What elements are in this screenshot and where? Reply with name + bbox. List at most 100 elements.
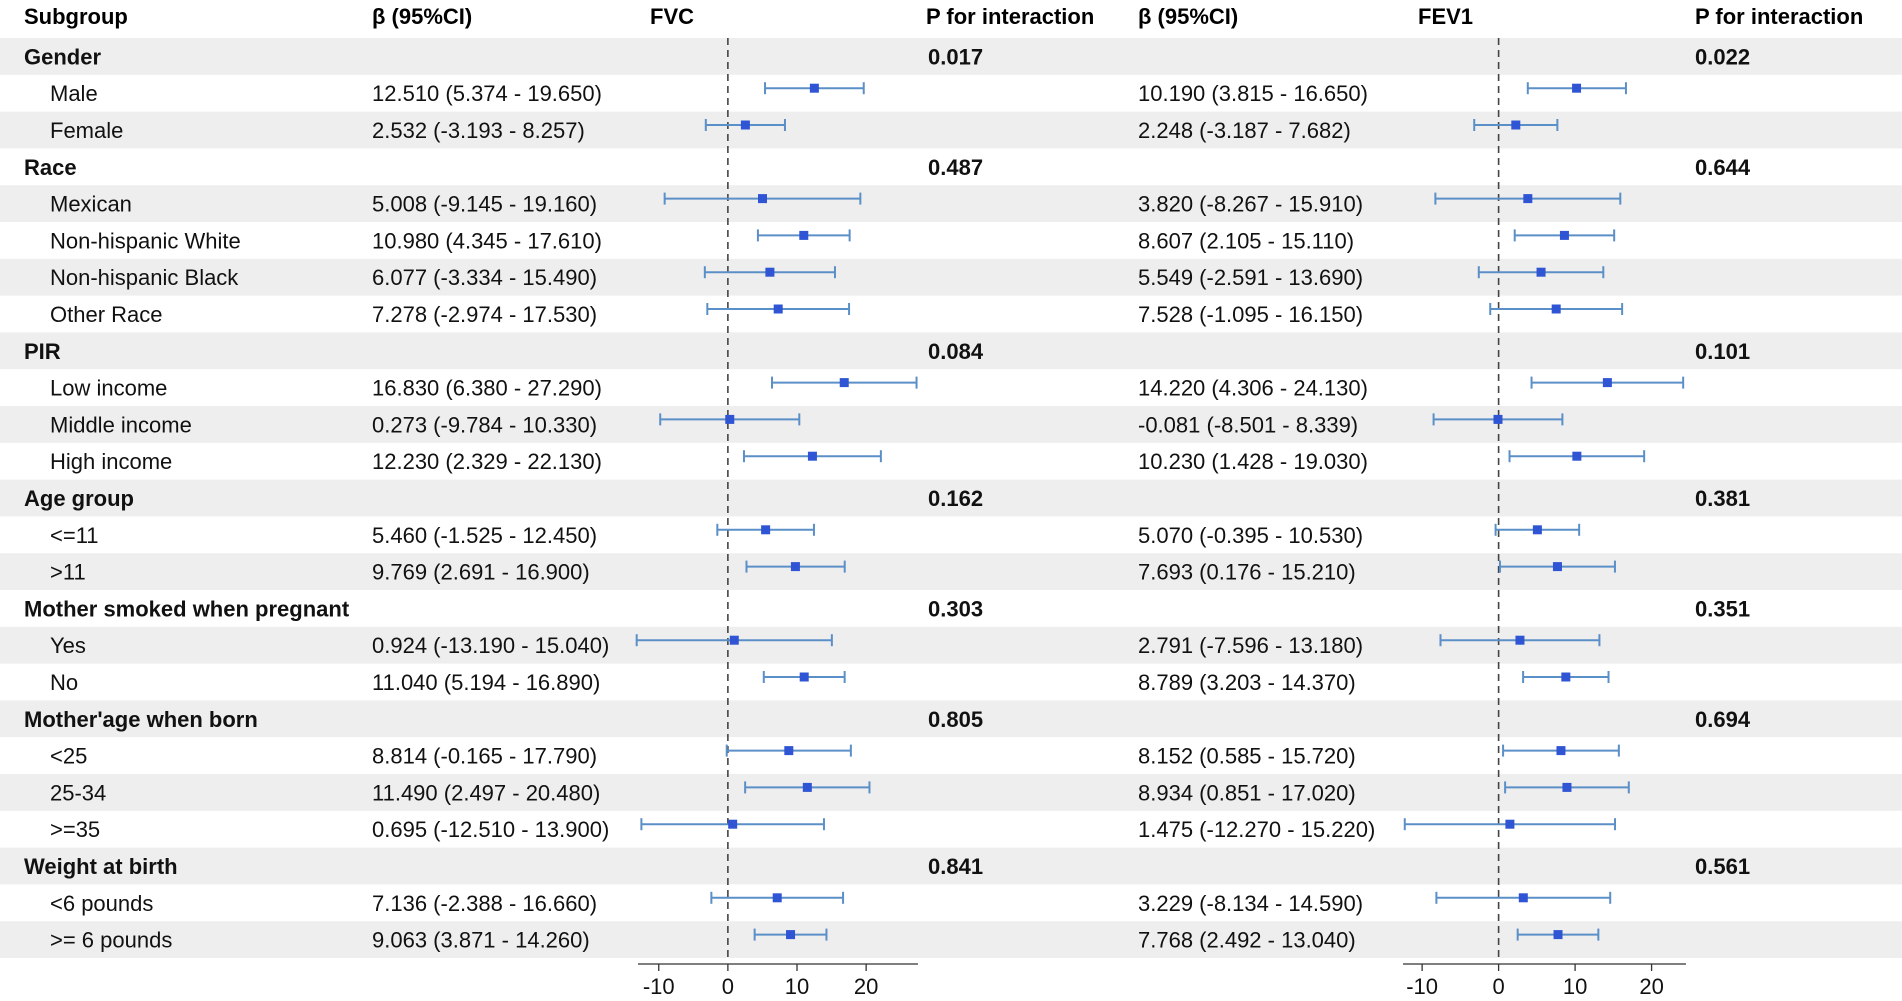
point-estimate bbox=[1572, 451, 1582, 461]
point-estimate bbox=[784, 746, 794, 756]
point-estimate bbox=[761, 525, 771, 535]
beta-ci-fev1: 7.768 (2.492 - 13.040) bbox=[1138, 928, 1356, 953]
point-estimate bbox=[773, 304, 783, 314]
beta-ci-fvc: 10.980 (4.345 - 17.610) bbox=[372, 228, 602, 253]
point-estimate bbox=[799, 672, 809, 682]
x-tick-label: 0 bbox=[722, 974, 734, 999]
beta-ci-fev1: 10.230 (1.428 - 19.030) bbox=[1138, 449, 1368, 474]
p-interaction-fev1: 0.381 bbox=[1695, 486, 1750, 511]
beta-ci-fev1: 8.152 (0.585 - 15.720) bbox=[1138, 744, 1356, 769]
row-stripe bbox=[0, 111, 1902, 149]
beta-ci-fev1: 5.549 (-2.591 - 13.690) bbox=[1138, 265, 1363, 290]
point-estimate bbox=[1536, 267, 1546, 277]
header-fev1: FEV1 bbox=[1418, 4, 1473, 29]
point-estimate bbox=[1511, 120, 1521, 130]
group-label: Gender bbox=[24, 44, 101, 69]
beta-ci-fev1: 3.229 (-8.134 - 14.590) bbox=[1138, 891, 1363, 916]
point-estimate bbox=[740, 120, 750, 130]
p-interaction-fev1: 0.561 bbox=[1695, 854, 1750, 879]
beta-ci-fev1: 8.607 (2.105 - 15.110) bbox=[1138, 228, 1354, 253]
beta-ci-fvc: 0.924 (-13.190 - 15.040) bbox=[372, 633, 609, 658]
beta-ci-fev1: 2.791 (-7.596 - 13.180) bbox=[1138, 633, 1363, 658]
point-estimate bbox=[1556, 746, 1566, 756]
point-estimate bbox=[1572, 83, 1582, 93]
p-interaction-fvc: 0.162 bbox=[928, 486, 983, 511]
row-stripe bbox=[0, 258, 1902, 296]
beta-ci-fvc: 12.230 (2.329 - 22.130) bbox=[372, 449, 602, 474]
subgroup-label: Non-hispanic White bbox=[50, 228, 241, 253]
x-tick-label: 20 bbox=[854, 974, 878, 999]
beta-ci-fev1: -0.081 (-8.501 - 8.339) bbox=[1138, 412, 1358, 437]
x-tick-label: 10 bbox=[1563, 974, 1587, 999]
beta-ci-fev1: 3.820 (-8.267 - 15.910) bbox=[1138, 192, 1363, 217]
p-interaction-fvc: 0.303 bbox=[928, 596, 983, 621]
subgroup-label: >= 6 pounds bbox=[50, 928, 172, 953]
header-row: Subgroup β (95%CI) FVC P for interaction… bbox=[24, 4, 1863, 29]
point-estimate bbox=[1493, 414, 1503, 424]
header-p-fvc: P for interaction bbox=[926, 4, 1094, 29]
header-subgroup: Subgroup bbox=[24, 4, 128, 29]
beta-ci-fvc: 5.460 (-1.525 - 12.450) bbox=[372, 523, 597, 548]
beta-ci-fvc: 6.077 (-3.334 - 15.490) bbox=[372, 265, 597, 290]
beta-ci-fev1: 8.789 (3.203 - 14.370) bbox=[1138, 670, 1356, 695]
subgroup-label: Non-hispanic Black bbox=[50, 265, 239, 290]
point-estimate bbox=[799, 230, 809, 240]
beta-ci-fev1: 1.475 (-12.270 - 15.220) bbox=[1138, 817, 1375, 842]
point-estimate bbox=[1551, 304, 1561, 314]
row-stripe bbox=[0, 921, 1902, 958]
p-interaction-fev1: 0.101 bbox=[1695, 339, 1750, 364]
point-estimate bbox=[839, 378, 849, 388]
point-estimate bbox=[1532, 525, 1542, 535]
row-stripe bbox=[0, 479, 1902, 517]
point-estimate bbox=[1523, 194, 1533, 204]
p-interaction-fev1: 0.644 bbox=[1695, 155, 1751, 180]
point-estimate bbox=[725, 414, 735, 424]
group-label: Mother smoked when pregnant bbox=[24, 596, 350, 621]
beta-ci-fvc: 0.273 (-9.784 - 10.330) bbox=[372, 412, 597, 437]
group-label: PIR bbox=[24, 339, 61, 364]
x-tick-label: -10 bbox=[1406, 974, 1438, 999]
row-stripe bbox=[0, 185, 1902, 222]
beta-ci-fvc: 11.040 (5.194 - 16.890) bbox=[372, 670, 600, 695]
plot-panels: -10 0 10 20 -10 0 10 20 bbox=[635, 38, 1686, 999]
point-estimate bbox=[786, 930, 796, 940]
row-stripe bbox=[0, 700, 1902, 738]
row-stripe bbox=[0, 406, 1902, 443]
point-estimate bbox=[728, 819, 738, 829]
x-tick-label: 20 bbox=[1639, 974, 1663, 999]
point-estimate bbox=[807, 451, 817, 461]
row-stripe bbox=[0, 626, 1902, 664]
subgroup-label: Female bbox=[50, 118, 123, 143]
point-estimate bbox=[729, 635, 739, 645]
beta-ci-fvc: 11.490 (2.497 - 20.480) bbox=[372, 780, 600, 805]
subgroup-label: >11 bbox=[50, 560, 86, 585]
point-estimate bbox=[802, 782, 812, 792]
point-estimate bbox=[1518, 893, 1528, 903]
beta-ci-fev1: 8.934 (0.851 - 17.020) bbox=[1138, 780, 1356, 805]
p-interaction-fvc: 0.487 bbox=[928, 155, 983, 180]
p-interaction-fev1: 0.022 bbox=[1695, 44, 1750, 69]
beta-ci-fvc: 12.510 (5.374 - 19.650) bbox=[372, 81, 602, 106]
subgroup-label: 25-34 bbox=[50, 780, 106, 805]
x-tick-label: 0 bbox=[1492, 974, 1504, 999]
point-estimate bbox=[1553, 930, 1563, 940]
subgroup-label: <=11 bbox=[50, 523, 99, 548]
p-interaction-fev1: 0.694 bbox=[1695, 707, 1751, 732]
row-stripe bbox=[0, 553, 1902, 590]
group-label: Weight at birth bbox=[24, 854, 178, 879]
row-stripes bbox=[0, 38, 1902, 958]
beta-ci-fev1: 2.248 (-3.187 - 7.682) bbox=[1138, 118, 1351, 143]
panel-fev1: -10 0 10 20 bbox=[1403, 38, 1686, 999]
subgroup-label: High income bbox=[50, 449, 172, 474]
p-interaction-fvc: 0.805 bbox=[928, 707, 983, 732]
beta-ci-fvc: 9.063 (3.871 - 14.260) bbox=[372, 928, 590, 953]
beta-ci-fvc: 0.695 (-12.510 - 13.900) bbox=[372, 817, 609, 842]
beta-ci-fvc: 8.814 (-0.165 - 17.790) bbox=[372, 744, 597, 769]
x-tick-label: -10 bbox=[643, 974, 675, 999]
header-beta-fev1: β (95%CI) bbox=[1138, 4, 1238, 29]
header-fvc: FVC bbox=[650, 4, 694, 29]
beta-ci-fvc: 5.008 (-9.145 - 19.160) bbox=[372, 192, 597, 217]
row-stripe bbox=[0, 332, 1902, 370]
point-estimate bbox=[1515, 635, 1525, 645]
header-beta-fvc: β (95%CI) bbox=[372, 4, 472, 29]
